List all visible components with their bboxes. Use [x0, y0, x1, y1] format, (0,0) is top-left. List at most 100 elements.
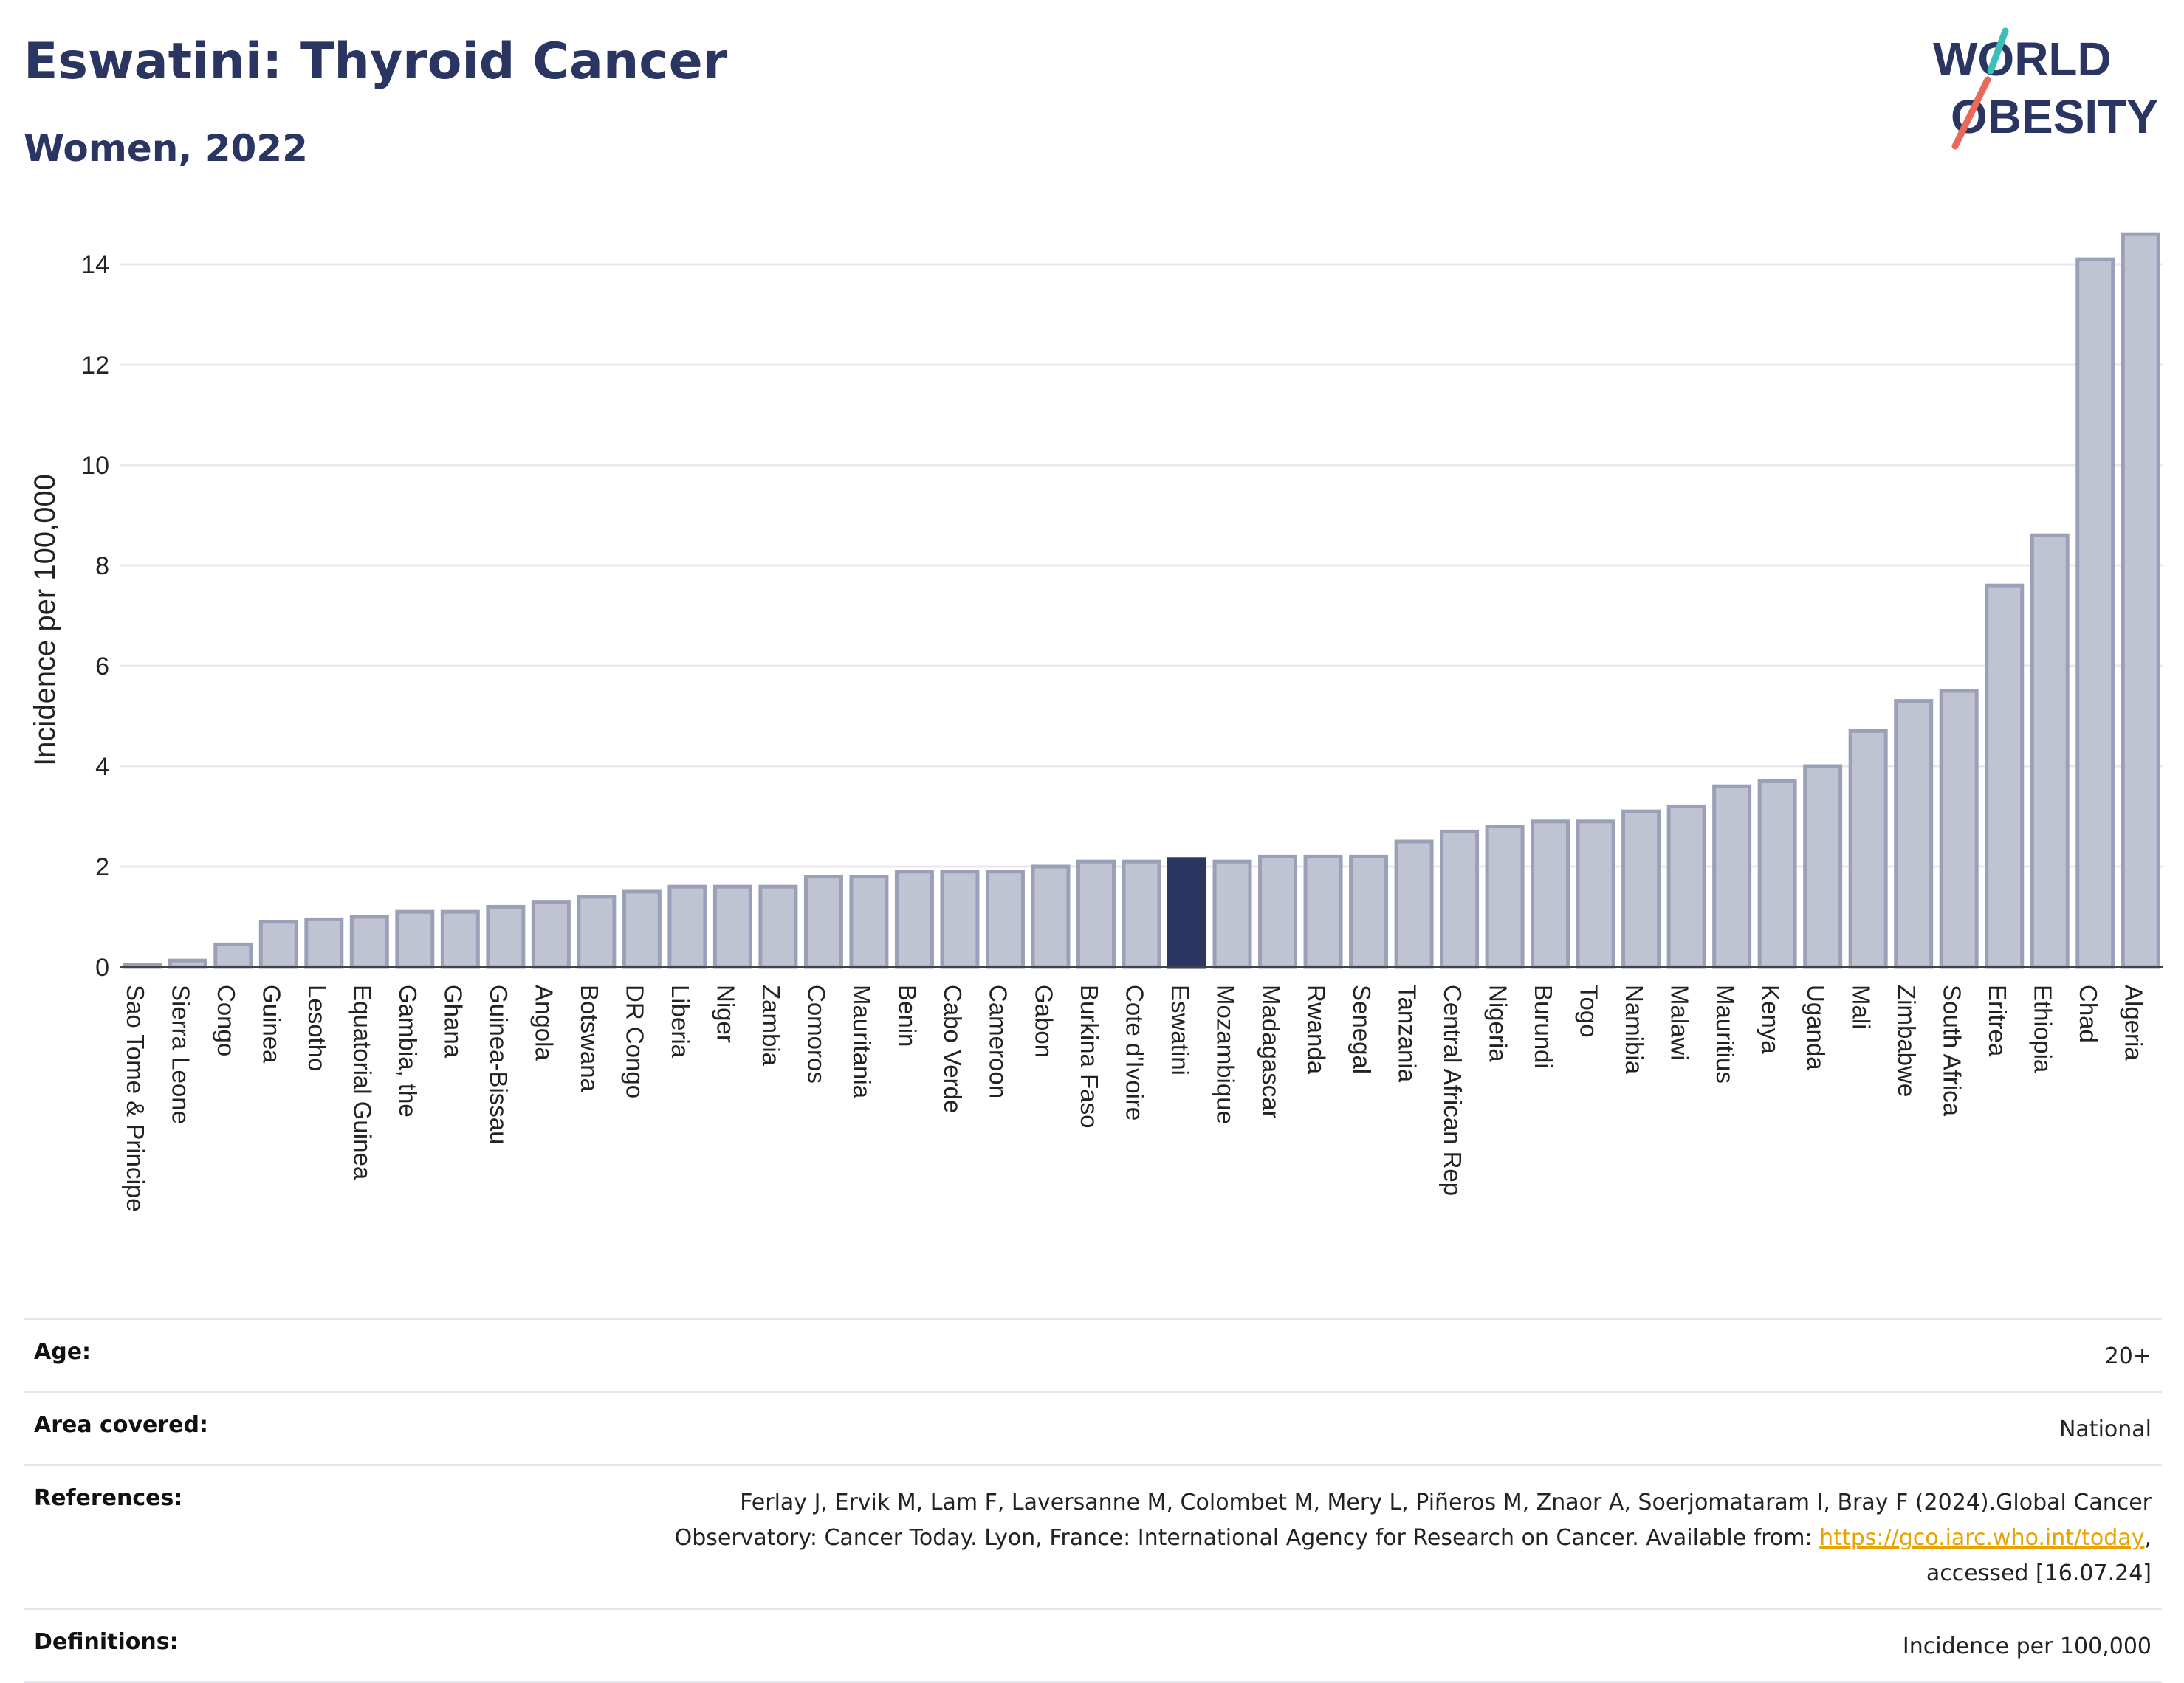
x-tick-label: Tanzania — [1393, 985, 1421, 1083]
x-tick-label: Malawi — [1666, 985, 1693, 1061]
x-tick-label: Cabo Verde — [939, 985, 966, 1113]
bar-central-african-rep — [1440, 829, 1480, 969]
metadata-table: Age: 20+ Area covered: National Referenc… — [24, 1318, 2162, 1683]
bar-kenya — [1757, 779, 1797, 969]
meta-value: National — [2058, 1417, 2152, 1442]
y-tick-label: 14 — [81, 251, 109, 279]
x-tick-label: Algeria — [2121, 985, 2148, 1061]
bar-madagascar — [1258, 854, 1298, 969]
x-tick-label: Togo — [1575, 985, 1602, 1038]
reference-link[interactable]: https://gco.iarc.who.int/today — [1819, 1525, 2145, 1551]
x-tick-label: Burundi — [1530, 985, 1557, 1069]
meta-row-age: Age: 20+ — [24, 1318, 2162, 1391]
x-tick-label: Senegal — [1348, 985, 1376, 1074]
page-subtitle: Women, 2022 — [24, 127, 308, 170]
meta-row-definitions: Definitions: Incidence per 100,000 — [24, 1608, 2162, 1683]
bar-togo — [1576, 819, 1615, 969]
bar-eritrea — [1985, 583, 2025, 969]
y-tick-label: 0 — [95, 954, 109, 982]
bar-mauritania — [849, 875, 889, 969]
x-tick-label: DR Congo — [622, 985, 649, 1098]
y-tick-label: 12 — [81, 351, 109, 379]
bar-ghana — [440, 909, 480, 969]
x-tick-label: Comoros — [803, 985, 831, 1084]
bar-ethiopia — [2030, 533, 2070, 969]
x-tick-label: Gabon — [1030, 985, 1057, 1058]
bar-chad — [2075, 257, 2115, 969]
bar-comoros — [803, 875, 843, 969]
meta-label: Area covered: — [34, 1412, 208, 1438]
bar-cabo-verde — [940, 870, 980, 969]
x-tick-label: Zambia — [758, 985, 785, 1067]
bar-liberia — [667, 884, 707, 969]
x-tick-label: Nigeria — [1484, 985, 1511, 1062]
x-tick-label: Gambia, the — [394, 985, 422, 1118]
y-tick-label: 4 — [95, 753, 109, 781]
logo-slash-coral — [1951, 76, 1991, 150]
meta-value: 20+ — [2104, 1343, 2152, 1369]
x-tick-label: Mauritania — [848, 985, 876, 1099]
bar-senegal — [1349, 854, 1389, 969]
logo-line2: OBESITY — [1951, 90, 2158, 143]
x-tick-label: Botswana — [576, 985, 603, 1092]
x-tick-label: Mozambique — [1212, 985, 1239, 1124]
x-tick-label: Kenya — [1757, 985, 1784, 1054]
x-tick-label: Congo — [213, 985, 240, 1056]
bar-chart: 0 2 4 6 8 10 12 14 Sao Tome & Principe Sierra Le… — [29, 232, 2163, 1212]
x-tick-label: Madagascar — [1257, 985, 1285, 1119]
x-tick-label: Sao Tome & Principe — [122, 985, 149, 1212]
bar-angola — [531, 900, 571, 969]
x-tick-label: Ghana — [440, 985, 467, 1059]
x-tick-label: Chad — [2075, 985, 2102, 1043]
y-tick-labels: 0 2 4 6 8 10 12 14 — [81, 251, 109, 982]
bar-equatorial-guinea — [349, 915, 389, 969]
x-tick-label: Benin — [894, 985, 921, 1047]
y-tick-label: 2 — [95, 853, 109, 881]
x-tick-label: Guinea — [258, 985, 286, 1064]
bar-lesotho — [304, 917, 344, 969]
logo-slash-teal — [1987, 27, 2009, 75]
y-tick-label: 6 — [95, 653, 109, 681]
x-tick-label: Mali — [1847, 985, 1875, 1030]
meta-row-references: References: Ferlay J, Ervik M, Lam F, La… — [24, 1464, 2162, 1608]
x-tick-label: Angola — [531, 985, 558, 1061]
x-tick-label: Liberia — [667, 985, 694, 1059]
x-tick-label: Cameroon — [985, 985, 1012, 1098]
x-tick-label: Zimbabwe — [1893, 985, 1920, 1097]
page-title: Eswatini: Thyroid Cancer — [24, 32, 728, 91]
logo-line1: WORLD — [1933, 32, 2112, 86]
bar-malawi — [1666, 804, 1706, 969]
bar-eswatini — [1167, 857, 1207, 969]
x-tick-label: Cote d'Ivoire — [1121, 985, 1148, 1121]
bar-dr-congo — [622, 889, 662, 969]
x-tick-label: Central African Rep — [1439, 985, 1466, 1196]
x-tick-label: Ethiopia — [2030, 985, 2057, 1073]
bar-uganda — [1803, 764, 1843, 969]
world-obesity-logo: WORLD OBESITY — [1933, 27, 2158, 150]
meta-value-references: Ferlay J, Ervik M, Lam F, Laversanne M, … — [675, 1485, 2152, 1591]
bar-tanzania — [1394, 839, 1434, 969]
bar-algeria — [2121, 232, 2160, 969]
bar-benin — [894, 870, 934, 969]
bar-mali — [1848, 729, 1888, 969]
bar-south-africa — [1939, 689, 1979, 969]
reference-line1: Ferlay J, Ervik M, Lam F, Laversanne M, … — [740, 1490, 2152, 1515]
bar-gambia-the — [395, 909, 435, 969]
bar-zambia — [758, 884, 798, 969]
bar-mauritius — [1712, 784, 1752, 969]
x-tick-label: Burkina Faso — [1076, 985, 1103, 1128]
x-tick-labels: Sao Tome & Principe Sierra Leone Congo Guin… — [122, 985, 2147, 1212]
x-tick-label: Lesotho — [303, 985, 331, 1071]
x-tick-label: Uganda — [1802, 985, 1830, 1070]
bar-rwanda — [1303, 854, 1343, 969]
y-tick-label: 8 — [95, 552, 109, 580]
x-tick-label: Mauritius — [1711, 985, 1739, 1084]
bar-cameroon — [985, 870, 1025, 969]
bar-guinea-bissau — [486, 904, 526, 969]
bar-namibia — [1621, 809, 1661, 969]
bar-gabon — [1031, 864, 1071, 969]
y-axis-label: Incidence per 100,000 — [29, 474, 61, 766]
meta-label: References: — [34, 1485, 183, 1511]
bar-cote-d-ivoire — [1122, 859, 1161, 969]
x-tick-label: Eswatini — [1167, 985, 1194, 1075]
